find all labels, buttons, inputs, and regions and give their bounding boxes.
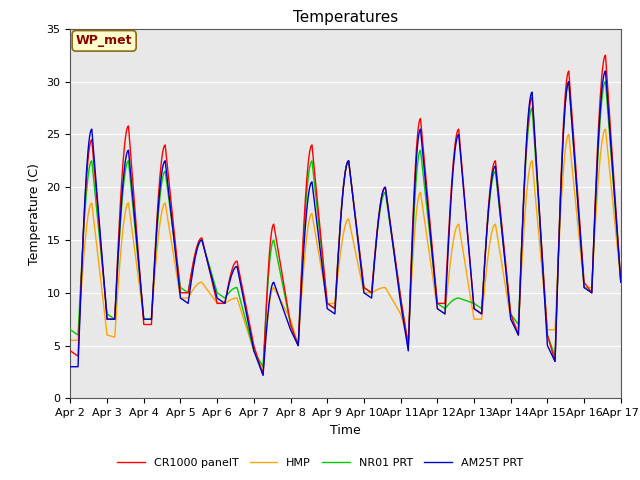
AM25T PRT — [188, 279, 195, 285]
HMP — [617, 279, 625, 285]
AM25T PRT — [211, 287, 219, 292]
NR01 PRT — [188, 272, 195, 277]
CR1000 panelT — [617, 279, 625, 285]
CR1000 panelT — [392, 256, 399, 262]
Line: AM25T PRT: AM25T PRT — [70, 71, 621, 375]
AM25T PRT — [67, 364, 74, 370]
CR1000 panelT — [211, 291, 219, 297]
CR1000 panelT — [445, 213, 453, 219]
Text: WP_met: WP_met — [76, 35, 132, 48]
Title: Temperatures: Temperatures — [293, 10, 398, 25]
CR1000 panelT — [567, 100, 575, 106]
NR01 PRT — [338, 201, 346, 207]
Line: HMP: HMP — [70, 129, 621, 372]
HMP — [188, 290, 195, 296]
HMP — [211, 297, 219, 303]
HMP — [67, 337, 74, 343]
HMP — [567, 155, 575, 160]
AM25T PRT — [617, 279, 625, 285]
CR1000 panelT — [602, 52, 609, 58]
AM25T PRT — [259, 372, 267, 378]
NR01 PRT — [617, 279, 625, 285]
AM25T PRT — [602, 68, 609, 74]
Line: NR01 PRT: NR01 PRT — [70, 82, 621, 367]
CR1000 panelT — [338, 201, 346, 207]
CR1000 panelT — [67, 348, 74, 354]
X-axis label: Time: Time — [330, 424, 361, 437]
HMP — [602, 126, 609, 132]
HMP — [338, 241, 346, 247]
NR01 PRT — [445, 300, 453, 306]
AM25T PRT — [445, 221, 453, 227]
NR01 PRT — [392, 258, 399, 264]
Legend: CR1000 panelT, HMP, NR01 PRT, AM25T PRT: CR1000 panelT, HMP, NR01 PRT, AM25T PRT — [113, 453, 527, 472]
NR01 PRT — [211, 282, 219, 288]
AM25T PRT — [567, 109, 575, 115]
AM25T PRT — [392, 260, 399, 265]
NR01 PRT — [67, 327, 74, 333]
CR1000 panelT — [259, 372, 267, 378]
CR1000 panelT — [188, 271, 195, 277]
NR01 PRT — [565, 79, 573, 84]
HMP — [259, 369, 267, 375]
Line: CR1000 panelT: CR1000 panelT — [70, 55, 621, 375]
AM25T PRT — [338, 203, 346, 208]
HMP — [392, 302, 399, 308]
Y-axis label: Temperature (C): Temperature (C) — [28, 163, 41, 264]
HMP — [445, 266, 453, 272]
NR01 PRT — [568, 120, 576, 126]
NR01 PRT — [259, 364, 267, 370]
